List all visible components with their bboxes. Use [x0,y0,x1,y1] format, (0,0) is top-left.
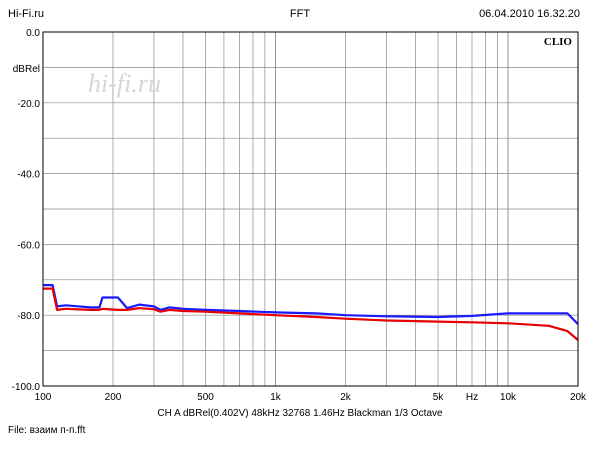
x-tick-labels: 100 200 500 1k 2k 5k Hz 10k 20k [35,392,587,403]
series-line-1 [43,284,579,325]
x-tick-label: 500 [197,392,214,403]
header-timestamp: 06.04.2010 16.32.20 [479,8,580,20]
chart-title: FFT [289,8,311,20]
brand-logo: CLIO [544,36,573,48]
header-site-label: Hi-Fi.ru [8,8,45,20]
x-tick-label: 10k [500,392,517,403]
series-line-2 [43,287,579,341]
y-tick-label: -60.0 [17,240,40,251]
x-tick-label: 20k [570,392,587,403]
y-axis-label: dBRel [13,64,40,75]
y-tick-labels: 0.0 -20.0 -40.0 -60.0 -80.0 -100.0 [12,28,41,393]
measurement-parameters: CH A dBRel(0.402V) 48kHz 32768 1.46Hz Bl… [157,408,443,419]
grid [43,32,578,386]
series-layer [43,284,579,341]
x-tick-label: 2k [340,392,352,403]
y-tick-label: -80.0 [17,311,40,322]
file-name: File: взаим п-п.fft [8,425,86,436]
y-tick-label: 0.0 [26,28,40,39]
watermark-text: hi-fi.ru [88,69,161,98]
x-tick-label: 200 [105,392,122,403]
plot-frame [42,31,579,387]
y-tick-label: -40.0 [17,170,40,181]
x-tick-label: 1k [270,392,282,403]
y-tick-label: -100.0 [12,382,41,393]
x-tick-label: 100 [35,392,52,403]
x-tick-label: Hz [466,392,478,403]
x-tick-label: 5k [433,392,445,403]
y-tick-label: -20.0 [17,99,40,110]
